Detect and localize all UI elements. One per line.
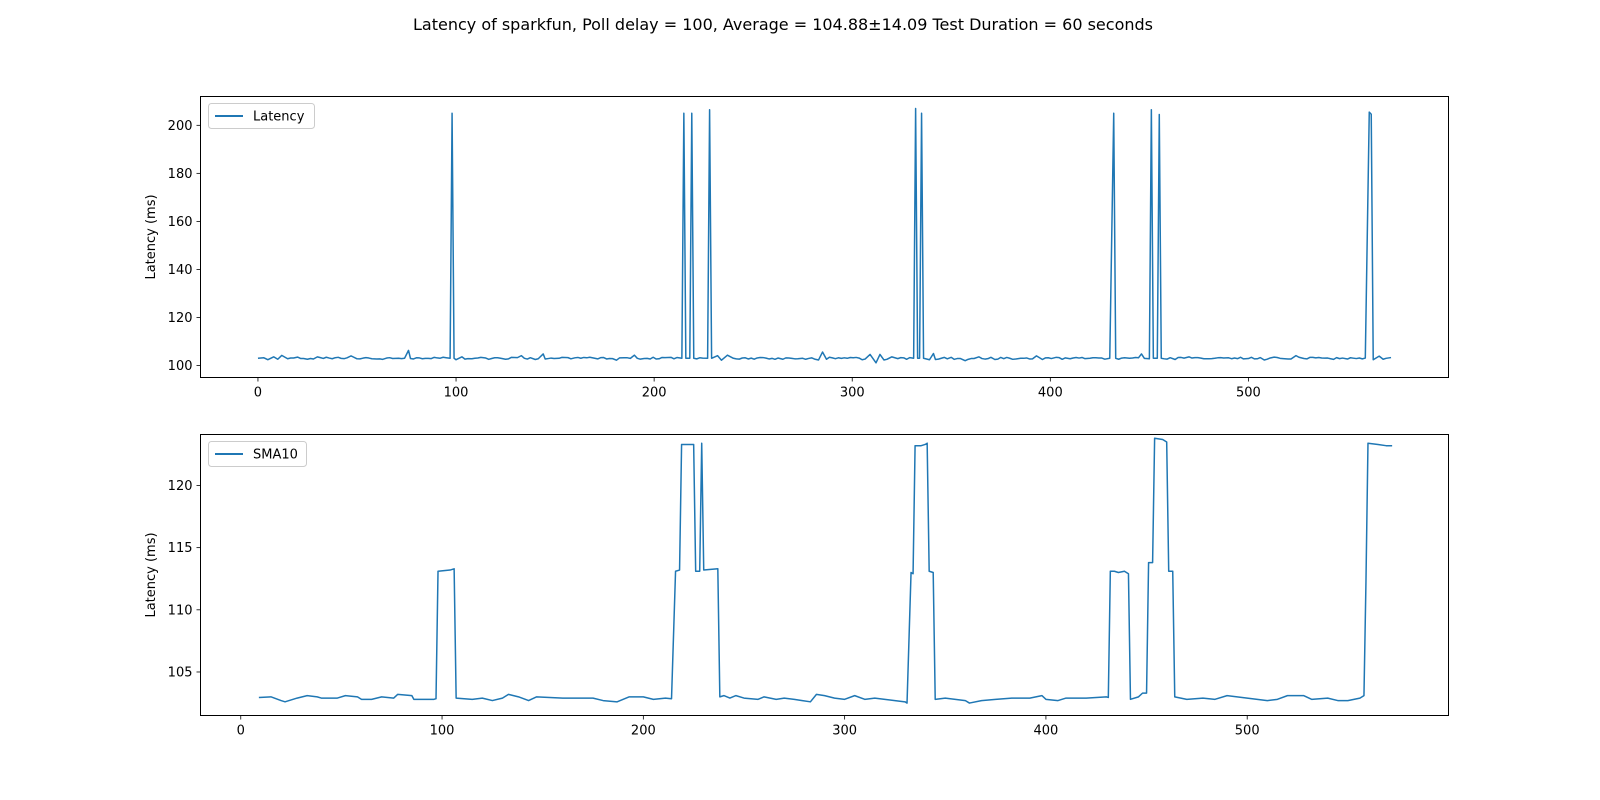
sma10-x-tick-label: 300 (832, 724, 857, 739)
latency-y-tick-label: 100 (168, 359, 193, 374)
latency-x-tick-label: 0 (254, 386, 262, 401)
latency-series-line (257, 107, 1392, 364)
latency-legend: Latency (208, 103, 315, 129)
latency-axes-frame (200, 96, 1449, 378)
sma10-x-tick-label: 0 (237, 724, 245, 739)
latency-x-tick-label: 300 (840, 386, 865, 401)
sma10-legend-label: SMA10 (253, 448, 298, 463)
figure-title: Latency of sparkfun, Poll delay = 100, A… (413, 15, 1153, 34)
sma10-y-tick-label: 115 (168, 541, 193, 556)
latency-y-ticks: 100 120 140 160 180 200 (168, 119, 201, 374)
latency-subplot: Latency (ms) 0 100 200 300 400 500 1001201401… (144, 96, 1449, 401)
latency-x-tick-label: 500 (1236, 386, 1261, 401)
latency-legend-label: Latency (253, 110, 305, 125)
sma10-series-line (258, 437, 1393, 704)
sma10-y-axis-label: Latency (ms) (144, 532, 159, 617)
sma10-axes-frame (200, 434, 1449, 716)
latency-y-axis-label: Latency (ms) (144, 194, 159, 279)
sma10-y-tick-label: 110 (168, 603, 193, 618)
sma10-legend: SMA10 (208, 441, 307, 467)
sma10-y-ticks: 105 110 115 120 (168, 479, 201, 680)
latency-y-tick-label: 140 (168, 263, 193, 278)
latency-x-tick-label: 200 (642, 386, 667, 401)
sma10-legend-box (208, 441, 307, 467)
sma10-x-tick-label: 500 (1235, 724, 1260, 739)
sma10-x-tick-label: 100 (430, 724, 455, 739)
latency-x-ticks: 0 100 200 300 400 500 (254, 377, 1261, 401)
latency-x-tick-label: 100 (444, 386, 469, 401)
latency-y-tick-label: 120 (168, 311, 193, 326)
latency-x-tick-label: 400 (1038, 386, 1063, 401)
sma10-subplot: Latency (ms) 0 100 200 300 400 500 1051101151… (144, 434, 1449, 739)
sma10-x-tick-label: 400 (1034, 724, 1059, 739)
sma10-x-tick-label: 200 (631, 724, 656, 739)
sma10-y-tick-label: 120 (168, 479, 193, 494)
latency-legend-box (208, 103, 315, 129)
sma10-y-tick-label: 105 (168, 665, 193, 680)
sma10-x-ticks: 0 100 200 300 400 500 (237, 715, 1260, 739)
latency-y-tick-label: 180 (168, 167, 193, 182)
latency-y-tick-label: 160 (168, 215, 193, 230)
latency-y-tick-label: 200 (168, 119, 193, 134)
